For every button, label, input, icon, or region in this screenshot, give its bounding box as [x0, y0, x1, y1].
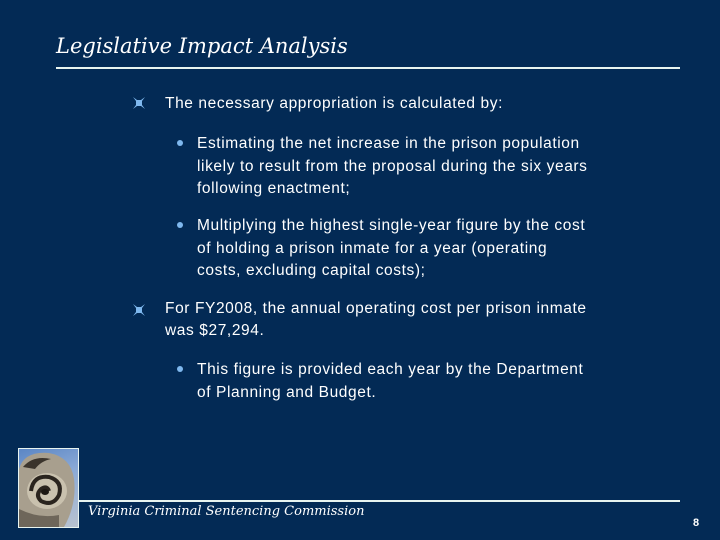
title-divider — [56, 67, 680, 69]
logo-image — [18, 448, 79, 528]
star-bullet-icon — [133, 97, 145, 109]
page-number: 8 — [693, 517, 700, 529]
dot-bullet-icon — [177, 366, 183, 372]
sub-bullet-line: of Planning and Budget. — [197, 383, 377, 401]
bullet-text: The necessary appropriation is calculate… — [165, 95, 504, 112]
sub-bullet-text: This figure is provided each year by the… — [197, 359, 637, 404]
sub-bullet-line: Estimating the net increase in the priso… — [197, 135, 580, 152]
sub-bullet-line: of holding a prison inmate for a year (o… — [197, 239, 548, 257]
sculpture-scroll-icon — [19, 452, 75, 527]
sub-bullet-line: costs, excluding capital costs); — [197, 262, 426, 279]
star-bullet-icon — [133, 304, 145, 316]
slide-title: Legislative Impact Analysis — [56, 34, 348, 58]
sub-bullet-text: Multiplying the highest single-year figu… — [197, 215, 637, 283]
sub-bullet-text: Estimating the net increase in the priso… — [197, 133, 637, 201]
bullet-line: For FY2008, the annual operating cost pe… — [165, 300, 587, 317]
dot-bullet-icon — [177, 140, 183, 146]
bullet-text: For FY2008, the annual operating cost pe… — [165, 298, 665, 342]
bullet-line: was $27,294. — [165, 322, 265, 339]
sub-bullet-line: following enactment; — [197, 180, 351, 197]
footer-organization: Virginia Criminal Sentencing Commission — [88, 504, 365, 519]
dot-bullet-icon — [177, 222, 183, 228]
footer-divider — [79, 500, 680, 502]
sub-bullet-line: This figure is provided each year by the… — [197, 361, 584, 378]
sub-bullet-line: Multiplying the highest single-year figu… — [197, 217, 586, 234]
sub-bullet-line: likely to result from the proposal durin… — [197, 157, 588, 175]
